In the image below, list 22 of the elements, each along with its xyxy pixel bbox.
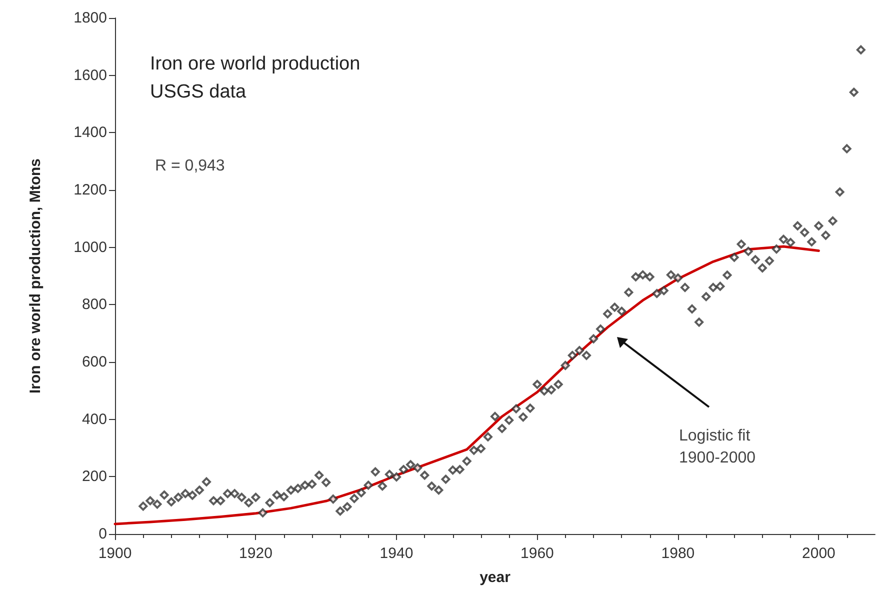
y-tick-label: 1600 xyxy=(74,66,107,84)
x-tick-label: 1920 xyxy=(239,545,272,562)
x-tick-label: 1980 xyxy=(661,545,695,562)
annotation: Logistic fit 1900-2000 xyxy=(679,428,756,466)
line-series xyxy=(114,245,820,526)
y-tick-label: 1800 xyxy=(74,10,107,26)
y-tick-label: 1400 xyxy=(74,124,107,142)
text: Iron ore world production USGS data xyxy=(150,54,360,102)
y-tick-label: 0 xyxy=(98,526,107,542)
x-tick-label: 1940 xyxy=(380,545,414,562)
annotation: R = 0,943 xyxy=(155,158,225,174)
y-tick-label: 600 xyxy=(82,354,107,370)
y-tick-label: 400 xyxy=(82,410,107,428)
y-axis-title: Iron ore world production, Mtons xyxy=(27,158,44,394)
x-tick-label: 1960 xyxy=(520,545,554,562)
y-tick-label: 1000 xyxy=(74,238,107,256)
x-tick-label: 2000 xyxy=(802,545,836,562)
x-axis-title: year xyxy=(480,569,511,586)
y-tick-label: 1200 xyxy=(74,182,107,198)
x-tick-label: 1900 xyxy=(98,545,132,562)
y-tick-label: 800 xyxy=(82,296,107,314)
y-tick-label: 200 xyxy=(82,468,107,486)
